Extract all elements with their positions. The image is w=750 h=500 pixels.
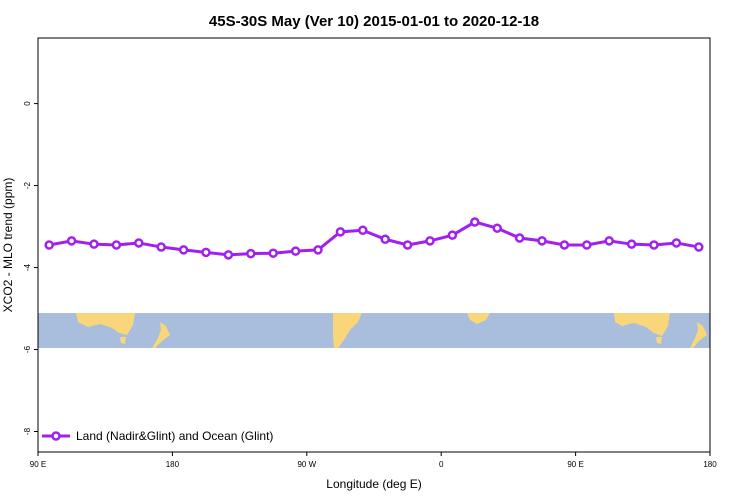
point [671,238,682,248]
point [246,248,256,259]
y-tick-label: -4 [23,263,32,271]
point [134,238,144,248]
y-tick-label: -6 [23,345,32,353]
point [626,239,637,249]
point [111,240,122,250]
y-tick-label: 0 [23,101,32,106]
point [425,236,435,246]
y-tick-label: -8 [23,427,32,435]
x-axis-label: Longitude (deg E) [326,477,421,491]
x-tick-label: 180 [703,460,717,469]
legend-label: Land (Nadir&Glint) and Ocean (Glint) [76,429,273,443]
point [470,217,480,227]
x-tick-label: 90 E [30,460,46,469]
point [268,248,278,258]
point [649,240,659,250]
x-tick-label: 0 [439,460,444,469]
point [358,225,368,235]
y-tick-label: -2 [23,181,32,189]
point [514,233,525,243]
series-line [48,220,700,257]
point [66,236,77,246]
point [313,245,323,255]
point [156,242,166,252]
point [89,239,99,249]
point [178,245,189,255]
x-tick-label: 90 E [567,460,583,469]
plot-frame [37,37,711,453]
point [380,234,390,245]
x-tick-label: 90 W [297,460,316,469]
x-tick-label: 180 [166,460,180,469]
point [537,236,547,246]
y-axis-label: XCO2 - MLO trend (ppm) [1,178,15,313]
point [201,247,211,258]
point [223,250,234,260]
point [290,246,301,256]
point [582,240,592,250]
legend-marker [51,431,61,441]
point [694,242,704,252]
point [402,240,413,250]
point [335,227,346,237]
point [44,240,54,250]
point [492,223,502,233]
chart-title: 45S-30S May (Ver 10) 2015-01-01 to 2020-… [209,13,539,30]
map-strip [38,313,710,348]
point [559,240,570,250]
point [447,230,458,240]
point [604,236,614,246]
